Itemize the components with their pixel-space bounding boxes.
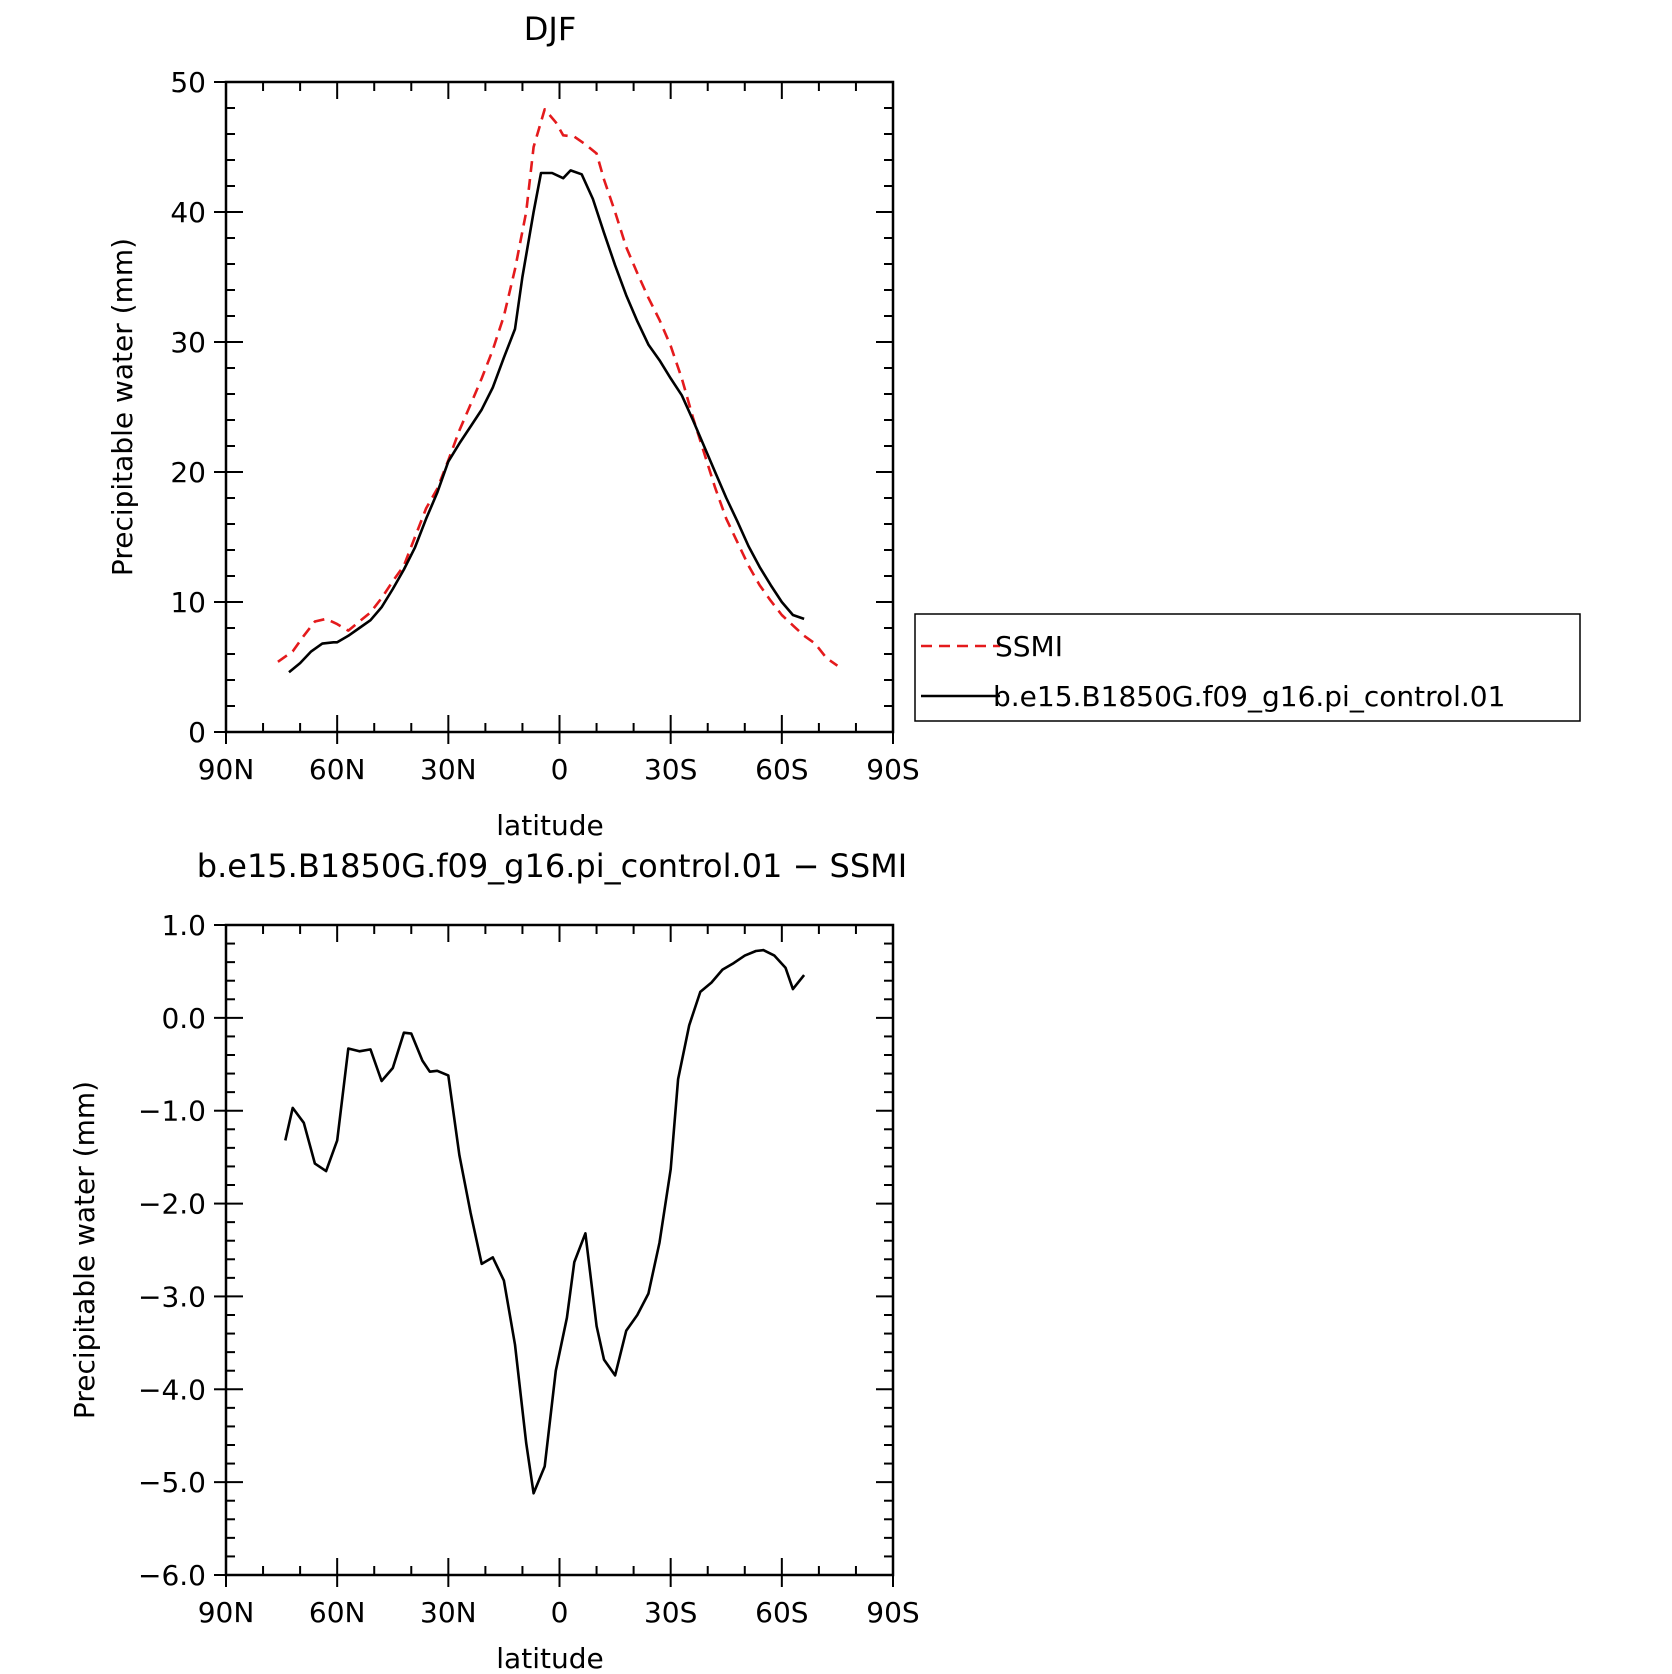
y-tick-label: −1.0 [138,1095,206,1128]
top-chart-x-axis-label: latitude [496,809,603,842]
y-tick-label: −3.0 [138,1280,206,1313]
top-chart-series-line-1 [288,169,805,674]
x-tick-label: 60S [755,753,808,786]
x-tick-label: 90N [198,1596,255,1629]
bottom-chart-y-ticks: 1.0 0.0 −1.0 −2.0 −3.0 −4.0 −5.0 −6.0 [138,909,893,1592]
y-tick-label: 0 [188,716,206,749]
top-chart-series-line-0 [277,108,839,667]
top-chart-x-ticks: 90N 60N 30N 0 30S 60S 90S [198,82,920,786]
x-tick-label: 90S [866,753,919,786]
top-chart-y-ticks: 0 10 20 30 40 50 [170,66,893,749]
y-tick-label: 30 [170,326,206,359]
y-tick-label: −6.0 [138,1559,206,1592]
bottom-chart-series-line-0 [284,948,806,1495]
x-tick-label: 30N [420,1596,477,1629]
x-tick-label: 30S [644,1596,697,1629]
x-tick-label: 0 [551,1596,569,1629]
x-tick-label: 30N [420,753,477,786]
x-tick-label: 0 [551,753,569,786]
y-tick-label: 1.0 [161,909,206,942]
x-tick-label: 90N [198,753,255,786]
x-tick-label: 60N [309,753,366,786]
x-tick-label: 60S [755,1596,808,1629]
y-tick-label: 40 [170,196,206,229]
top-chart-y-axis-label: Precipitable water (mm) [106,238,139,576]
bottom-chart-y-axis-label: Precipitable water (mm) [68,1081,101,1419]
bottom-chart-plot-frame [224,923,895,1577]
bottom-chart-series-group [284,948,806,1495]
top-chart-series-group [277,108,839,674]
legend-label-ssmi: SSMI [995,630,1063,663]
bottom-chart-title: b.e15.B1850G.f09_g16.pi_control.01 − SSM… [197,847,907,885]
x-tick-label: 60N [309,1596,366,1629]
y-tick-label: 10 [170,586,206,619]
top-chart-title: DJF [524,10,576,48]
top-chart-plot-frame [224,80,895,734]
top-chart-panel: DJF 0 10 20 30 40 50 90N 60N 30N 0 30S 60S 90S lati… [106,10,1581,842]
y-tick-label: −2.0 [138,1188,206,1221]
y-tick-label: −5.0 [138,1466,206,1499]
top-chart-legend: SSMI b.e15.B1850G.f09_g16.pi_control.01 [914,613,1581,722]
bottom-chart-x-axis-label: latitude [496,1642,603,1674]
x-tick-label: 30S [644,753,697,786]
bottom-chart-x-ticks: 90N 60N 30N 0 30S 60S 90S [198,925,920,1629]
legend-label-model: b.e15.B1850G.f09_g16.pi_control.01 [993,680,1505,713]
x-tick-label: 90S [866,1596,919,1629]
bottom-chart-panel: b.e15.B1850G.f09_g16.pi_control.01 − SSM… [68,847,920,1674]
y-tick-label: 50 [170,66,206,99]
y-tick-label: −4.0 [138,1373,206,1406]
y-tick-label: 20 [170,456,206,489]
legend-box [914,613,1581,722]
y-tick-label: 0.0 [161,1002,206,1035]
